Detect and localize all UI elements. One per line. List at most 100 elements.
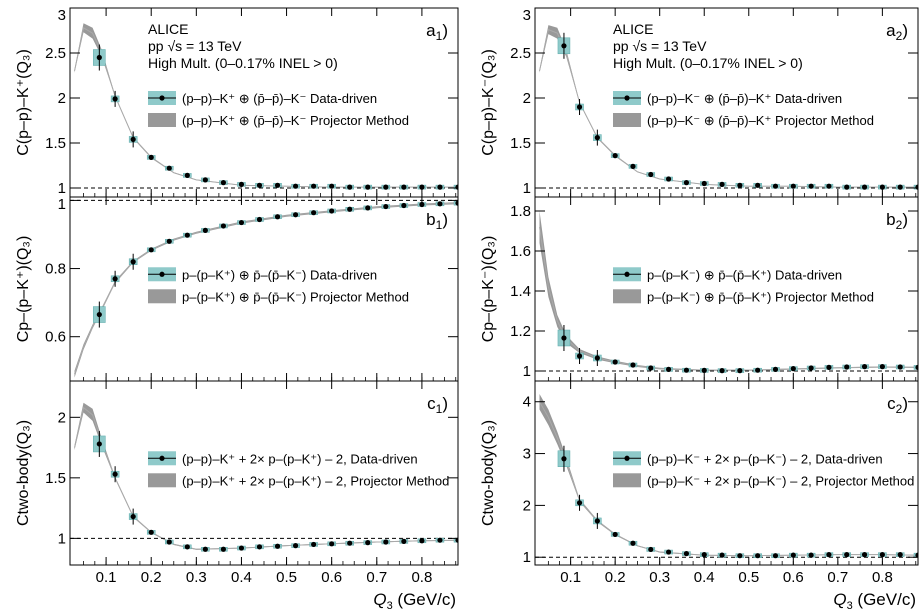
- plot-area: [535, 25, 918, 190]
- legend-data-marker: [624, 95, 630, 101]
- y-tick-label: 1: [58, 180, 66, 197]
- data-point: [128, 253, 138, 270]
- marker: [701, 367, 707, 373]
- data-point: [201, 546, 210, 552]
- data-point: [913, 552, 918, 558]
- data-point: [273, 543, 282, 549]
- data-point: [575, 348, 584, 364]
- data-point: [557, 325, 571, 351]
- marker: [311, 541, 317, 548]
- y-tick-label: 2.5: [45, 45, 66, 62]
- data-point: [363, 205, 373, 211]
- x-tick-label: 0.2: [141, 569, 162, 586]
- panel-b2: 1 1.2 1.4 1.6 1.8 Cp–(p–K⁻)(Q₃) b2) p–(p–K⁻) ⊕ …: [480, 196, 919, 382]
- data-point: [146, 154, 156, 160]
- data-point: [806, 365, 816, 371]
- data-point: [237, 545, 246, 551]
- data-point: [435, 184, 445, 190]
- data-point: [219, 223, 228, 229]
- marker: [861, 364, 868, 370]
- data-point: [273, 214, 282, 220]
- data-point: [381, 203, 391, 210]
- data-point: [575, 99, 584, 115]
- data-point: [128, 131, 138, 148]
- data-point: [327, 183, 336, 189]
- marker: [701, 552, 707, 558]
- data-point: [789, 366, 798, 372]
- legend: (p–p)–K⁻ + 2× p–(p–K⁻) – 2, Data-driven (…: [613, 451, 914, 488]
- x-tick-label: 0.1: [96, 569, 117, 586]
- marker: [594, 518, 600, 524]
- y-axis-label: Cp–(p–K⁺)(Q₃): [15, 236, 32, 343]
- y-tick-label: 0.6: [45, 329, 66, 346]
- marker: [274, 214, 281, 220]
- y-tick-label: 1: [58, 530, 66, 547]
- data-point: [771, 183, 780, 189]
- data-point: [146, 247, 156, 253]
- legend-band-swatch: [613, 473, 641, 488]
- data-point: [842, 184, 851, 190]
- marker: [112, 96, 118, 102]
- legend-band-label: p–(p–K⁻) ⊕ p̄–(p̄–K⁺) Projector Method: [647, 289, 874, 304]
- data-point: [806, 552, 816, 558]
- y-tick-label: 1: [523, 180, 531, 197]
- data-point: [237, 181, 246, 187]
- y-axis-label: C(p–p)–K⁻(Q₃): [480, 49, 497, 156]
- x-axis-label: Q3 (GeV/c): [373, 590, 456, 611]
- marker: [365, 540, 371, 546]
- panel-b1: 0.6 0.8 1 Cp–(p–K⁺)(Q₃) b1) p–(p–K⁺) ⊕ p̄–(p̄…: [15, 196, 459, 382]
- marker: [772, 183, 779, 189]
- data-point: [664, 549, 673, 555]
- y-tick-label: 3: [523, 7, 531, 24]
- y-tick-label: 0.8: [45, 261, 66, 278]
- data-point: [309, 541, 318, 548]
- plot-area: [535, 211, 918, 374]
- marker: [844, 184, 850, 190]
- data-point: [327, 541, 336, 547]
- data-point: [771, 553, 780, 559]
- marker: [220, 546, 226, 552]
- marker: [666, 366, 672, 372]
- legend-data-label: p–(p–K⁺) ⊕ p̄–(p̄–K⁻) Data-driven: [182, 267, 377, 282]
- data-point: [183, 544, 192, 550]
- plot-area: [70, 402, 458, 552]
- legend: (p–p)–K⁺ + 2× p–(p–K⁺) – 2, Data-driven (…: [148, 451, 449, 488]
- data-point: [219, 180, 228, 186]
- data-point: [842, 552, 851, 558]
- x-tick-label: 0.3: [186, 569, 207, 586]
- marker: [184, 232, 190, 238]
- marker: [130, 136, 136, 142]
- panel-label: b2): [886, 210, 908, 232]
- marker: [790, 183, 796, 189]
- header-line2: pp √s = 13 TeV: [613, 38, 707, 54]
- marker: [419, 184, 425, 190]
- legend-band-label: (p–p)–K⁻ + 2× p–(p–K⁻) – 2, Projector Me…: [647, 473, 914, 488]
- marker: [256, 544, 263, 550]
- data-point: [717, 368, 727, 374]
- marker: [329, 541, 335, 547]
- marker: [844, 364, 850, 370]
- marker: [347, 206, 353, 212]
- x-axis-label: Q3 (GeV/c): [833, 590, 916, 611]
- marker: [612, 531, 618, 538]
- marker: [96, 54, 102, 61]
- data-point: [699, 552, 709, 558]
- marker: [130, 513, 136, 520]
- marker: [202, 546, 208, 552]
- marker: [844, 552, 850, 558]
- data-point: [183, 232, 192, 238]
- y-tick-label: 3: [523, 446, 531, 463]
- projector-line: [539, 226, 918, 371]
- marker: [683, 180, 690, 186]
- marker: [630, 163, 636, 169]
- legend: (p–p)–K⁺ ⊕ (p̄–p̄)–K⁻ Data-driven (p–p)–K…: [148, 91, 409, 128]
- projector-line: [539, 28, 918, 188]
- marker: [561, 43, 567, 49]
- data-point: [219, 546, 228, 552]
- marker: [401, 538, 407, 544]
- marker: [701, 180, 707, 187]
- header-line1: ALICE: [148, 21, 188, 37]
- marker: [455, 200, 458, 206]
- x-tick-label: 0.5: [738, 569, 759, 586]
